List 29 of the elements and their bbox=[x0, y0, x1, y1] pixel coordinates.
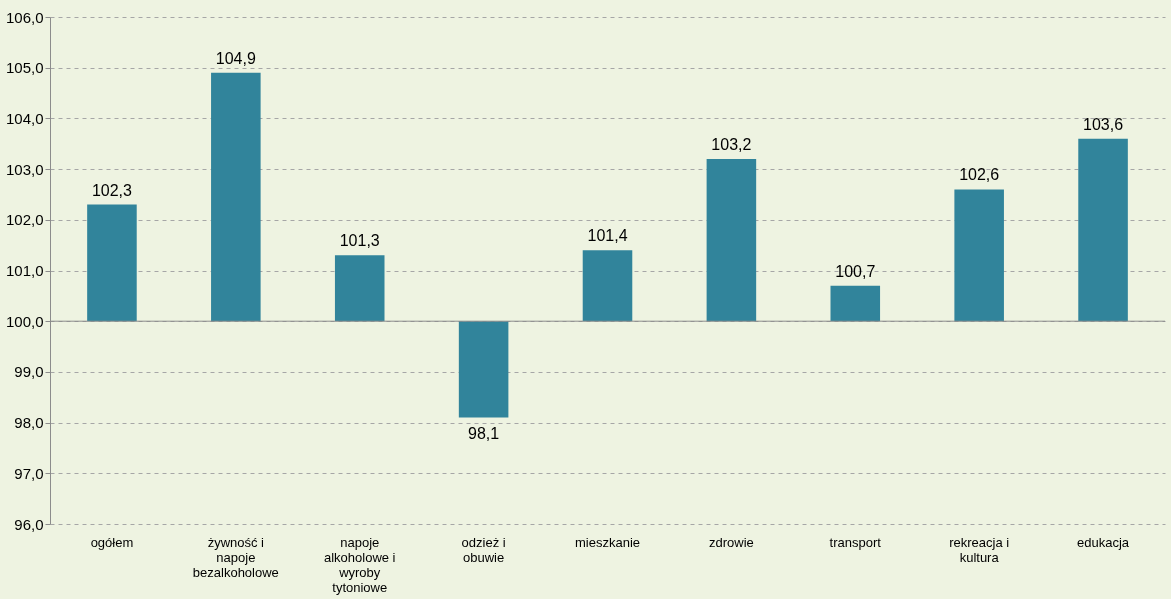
x-tick-label: rekreacja i kultura bbox=[949, 534, 1010, 565]
x-tick-label: transport bbox=[829, 534, 882, 550]
data-label: 102,6 bbox=[959, 166, 1000, 184]
y-tick-label: 102,0 bbox=[5, 211, 44, 229]
y-tick-label: 100,0 bbox=[5, 312, 44, 330]
y-tick-label: 97,0 bbox=[14, 464, 44, 482]
x-tick-label: ogółem bbox=[90, 534, 134, 550]
data-label: 101,3 bbox=[339, 232, 380, 250]
data-label: 98,1 bbox=[468, 424, 500, 442]
y-tick-label: 98,0 bbox=[14, 414, 44, 432]
y-tick-label: 99,0 bbox=[14, 363, 44, 381]
data-label: 103,6 bbox=[1083, 115, 1124, 133]
x-tick-label: napoje alkoholowe i wyroby tytoniowe bbox=[323, 534, 396, 595]
x-tick-label: mieszkanie bbox=[574, 534, 641, 550]
y-tick-label: 101,0 bbox=[5, 262, 44, 279]
data-label: 100,7 bbox=[835, 262, 876, 280]
x-tick-label: odzież i obuwie bbox=[461, 534, 506, 565]
y-tick-label: 105,0 bbox=[5, 59, 44, 77]
data-label: 102,3 bbox=[91, 181, 133, 199]
x-tick-label: żywność i napoje bezalkoholowe bbox=[192, 534, 279, 580]
y-tick-label: 103,0 bbox=[5, 160, 44, 178]
y-tick-label: 96,0 bbox=[14, 515, 44, 533]
x-tick-label: edukacja bbox=[1077, 534, 1130, 550]
data-label: 101,4 bbox=[587, 227, 628, 245]
y-tick-label: 106,0 bbox=[5, 8, 44, 26]
x-tick-label: zdrowie bbox=[708, 534, 754, 550]
y-tick-label: 104,0 bbox=[5, 109, 44, 127]
data-label: 104,9 bbox=[215, 49, 256, 67]
data-label: 103,2 bbox=[711, 135, 752, 153]
